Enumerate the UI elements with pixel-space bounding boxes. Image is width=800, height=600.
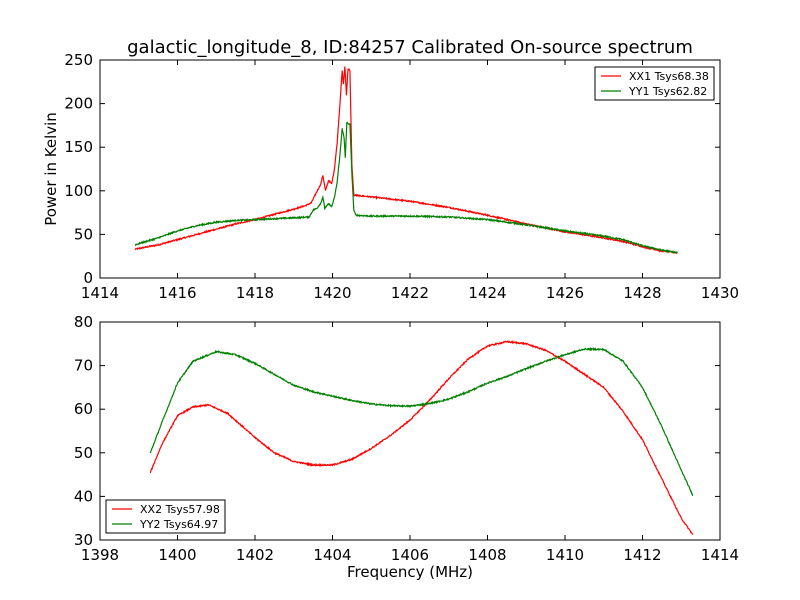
y-axis-label: Power in Kelvin xyxy=(42,112,60,226)
x-tick-label: 1404 xyxy=(313,546,351,564)
x-tick-label: 1414 xyxy=(81,284,119,302)
y-tick-label: 250 xyxy=(64,51,93,69)
y-tick-label: 70 xyxy=(74,357,93,375)
x-tick-label: 1400 xyxy=(158,546,196,564)
y-tick-label: 200 xyxy=(64,95,93,113)
legend-box xyxy=(594,66,715,101)
top-plot: 1414 1416 1418 1420 1422 1424 1426 1428 1430 0 50 1… xyxy=(42,51,739,302)
x-tick-label: 1420 xyxy=(313,284,351,302)
y-tick-label: 50 xyxy=(74,444,93,462)
figure-title: galactic_longitude_8, ID:84257 Calibrate… xyxy=(127,37,693,58)
x-tick-label: 1412 xyxy=(623,546,661,564)
y-tick-label: 40 xyxy=(74,487,93,505)
legend-label: YY1 Tsys62.82 xyxy=(628,85,707,98)
x-tick-label: 1408 xyxy=(468,546,506,564)
bottom-plot: 1398 1400 1402 1404 1406 1408 1410 1412 1414 30 40… xyxy=(74,313,739,581)
legend: XX1 Tsys68.38 YY1 Tsys62.82 xyxy=(594,66,715,101)
x-axis-label: Frequency (MHz) xyxy=(347,563,473,581)
legend-label: YY2 Tsys64.97 xyxy=(139,518,218,531)
y-tick-label: 30 xyxy=(74,531,93,549)
legend-box xyxy=(105,499,226,534)
legend-label: XX1 Tsys68.38 xyxy=(629,70,709,83)
x-tick-label: 1428 xyxy=(623,284,661,302)
y-tick-label: 100 xyxy=(64,182,93,200)
x-tick-label: 1402 xyxy=(236,546,274,564)
x-tick-label: 1414 xyxy=(701,546,739,564)
series-line-xx xyxy=(149,339,694,536)
legend-label: XX2 Tsys57.98 xyxy=(140,503,220,516)
y-tick-label: 60 xyxy=(74,400,93,418)
x-tick-label: 1418 xyxy=(236,284,274,302)
x-tick-label: 1398 xyxy=(81,546,119,564)
legend: XX2 Tsys57.98 YY2 Tsys64.97 xyxy=(105,499,226,534)
x-tick-label: 1406 xyxy=(391,546,429,564)
series-line-yy xyxy=(134,121,678,254)
x-tick-label: 1424 xyxy=(468,284,506,302)
x-tick-label: 1430 xyxy=(701,284,739,302)
y-tick-label: 80 xyxy=(74,313,93,331)
x-tick-label: 1422 xyxy=(391,284,429,302)
x-tick-label: 1416 xyxy=(158,284,196,302)
y-tick-label: 50 xyxy=(74,225,93,243)
y-tick-label: 150 xyxy=(64,138,93,156)
series-line-yy xyxy=(149,346,694,497)
x-tick-label: 1426 xyxy=(546,284,584,302)
x-tick-label: 1410 xyxy=(546,546,584,564)
y-tick-label: 0 xyxy=(83,269,93,287)
